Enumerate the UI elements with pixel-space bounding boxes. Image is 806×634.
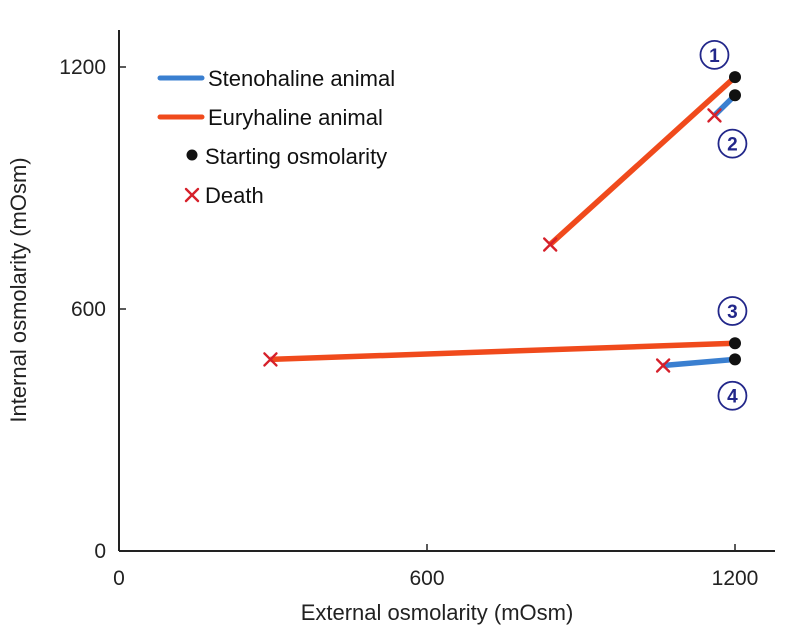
x-tick-label: 0 bbox=[113, 567, 125, 590]
curve-number-3: 3 bbox=[717, 296, 748, 326]
legend-starting-label: Starting osmolarity bbox=[205, 144, 387, 169]
x-axis-title: External osmolarity (mOsm) bbox=[301, 600, 574, 625]
start-point-1 bbox=[729, 71, 741, 84]
curve-number-1: 1 bbox=[699, 40, 730, 70]
death-marker-4 bbox=[655, 358, 671, 373]
start-point-4 bbox=[729, 353, 741, 366]
y-tick-label: 600 bbox=[71, 298, 106, 321]
curve-number-2: 2 bbox=[717, 128, 748, 159]
series-line-3 bbox=[270, 340, 736, 363]
death-marker-2 bbox=[707, 108, 722, 123]
y-axis-title: Internal osmolarity (mOsm) bbox=[6, 157, 31, 422]
legend-stenohaline-label: Stenohaline animal bbox=[208, 66, 395, 91]
legend-death-cross-icon bbox=[184, 187, 200, 203]
legend-starting-dot-icon bbox=[186, 149, 198, 161]
x-tick-label: 600 bbox=[409, 567, 444, 590]
svg-text:2: 2 bbox=[727, 135, 738, 156]
death-marker-3 bbox=[263, 352, 278, 367]
y-tick-label: 0 bbox=[94, 540, 106, 563]
death-marker-1 bbox=[543, 237, 558, 252]
svg-text:3: 3 bbox=[727, 302, 738, 323]
start-point-3 bbox=[729, 337, 741, 350]
legend: Stenohaline animal Euryhaline animal Sta… bbox=[157, 66, 395, 208]
curve-number-4: 4 bbox=[717, 380, 748, 411]
legend-death-label: Death bbox=[205, 183, 264, 208]
series-line-4 bbox=[662, 356, 736, 369]
y-tick-label: 1200 bbox=[59, 56, 106, 79]
start-point-2 bbox=[729, 89, 741, 102]
x-tick-label: 1200 bbox=[712, 567, 759, 590]
svg-text:1: 1 bbox=[709, 46, 720, 67]
legend-euryhaline-label: Euryhaline animal bbox=[208, 105, 383, 130]
series-line-1 bbox=[548, 75, 737, 247]
svg-text:4: 4 bbox=[727, 387, 738, 408]
